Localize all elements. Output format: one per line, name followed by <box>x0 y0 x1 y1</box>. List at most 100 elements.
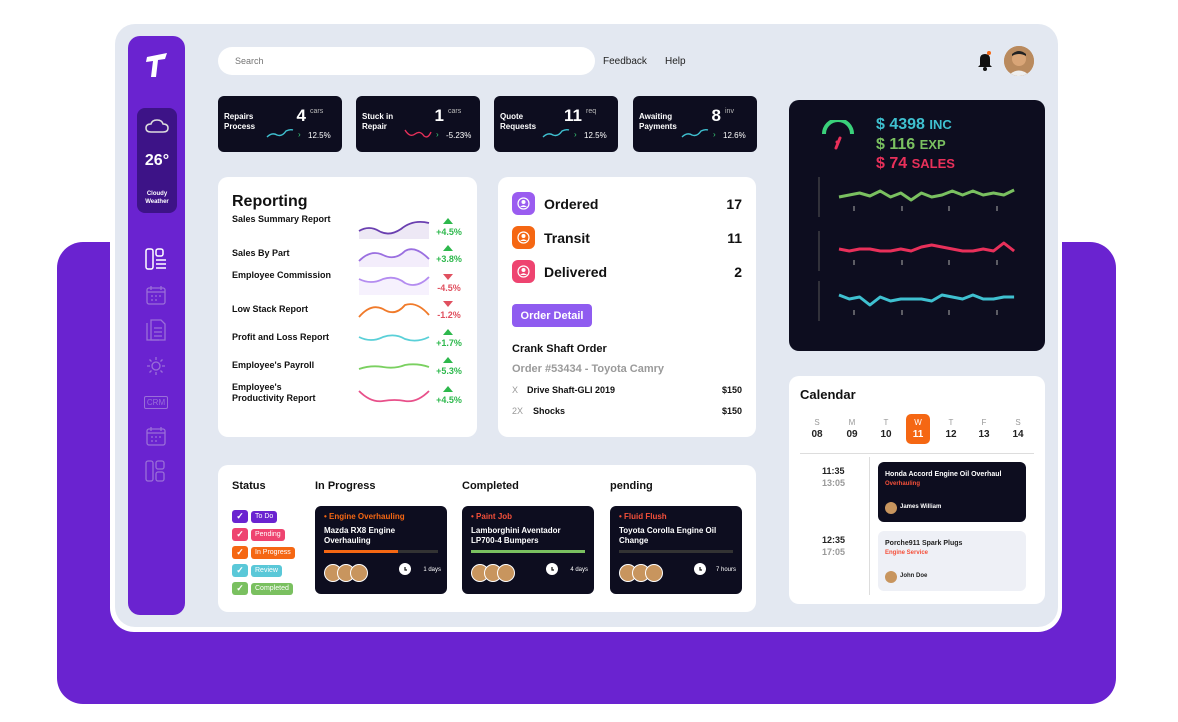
chevron-right-icon: › <box>574 130 577 139</box>
calendar-icon[interactable] <box>145 284 167 306</box>
task-tag-label: Engine Overhauling <box>329 512 405 521</box>
finance-card <box>789 100 1045 351</box>
stat-value: 8 <box>711 106 721 125</box>
report-sparkline <box>358 334 430 342</box>
event-person-name: John Doe <box>900 573 928 579</box>
report-item-label[interactable]: Employee's Productivity Report <box>232 382 316 403</box>
trend-down-icon <box>443 301 453 307</box>
weather-temperature: 26° <box>144 152 170 169</box>
crm-label: CRM <box>143 395 169 409</box>
event-person-avatar <box>885 571 897 583</box>
status-checkbox[interactable]: ✓ <box>232 528 248 541</box>
status-chip[interactable]: In Progress <box>251 547 295 559</box>
report-item-label[interactable]: Profit and Loss Report <box>232 332 330 342</box>
event-person-name: James William <box>900 504 942 510</box>
status-chip[interactable]: Pending <box>251 529 285 541</box>
calendar-day-letter: W <box>914 418 922 427</box>
calendar-day[interactable]: S 14 <box>1006 418 1030 440</box>
gauge-icon <box>822 120 854 150</box>
calendar-day[interactable]: T 10 <box>874 418 898 440</box>
event-person-avatar <box>885 502 897 514</box>
task-tag: • Fluid Flush <box>619 512 667 521</box>
calendar-event[interactable]: Porche911 Spark Plugs Engine Service John … <box>878 531 1026 591</box>
settings-icon[interactable] <box>145 355 167 377</box>
task-progress-bar <box>619 550 733 553</box>
report-sparkline <box>358 220 430 239</box>
report-item-label[interactable]: Employee's Payroll <box>232 360 315 370</box>
calendar-day-number: 10 <box>880 429 892 440</box>
task-card[interactable]: • Fluid Flush Toyota Corolla Engine Oil C… <box>610 506 742 594</box>
task-tag-dot: • <box>471 512 477 521</box>
status-checkbox[interactable]: ✓ <box>232 582 248 595</box>
calendar-event[interactable]: Honda Accord Engine Oil Overhaul Overhaul… <box>878 462 1026 522</box>
document-icon[interactable] <box>145 319 167 341</box>
status-chip[interactable]: Review <box>251 565 282 577</box>
calendar-day[interactable]: T 12 <box>939 418 963 440</box>
apps-icon[interactable] <box>145 460 167 482</box>
order-item-price: $150 <box>721 406 742 416</box>
expense-value: $ 116 EXP <box>876 136 946 154</box>
dashboard-icon[interactable] <box>145 248 167 270</box>
report-sparkline <box>358 390 430 403</box>
app-logo[interactable] <box>143 47 171 83</box>
clock-icon <box>399 563 411 575</box>
crm-icon[interactable]: CRM <box>143 391 169 413</box>
calendar-day-letter: M <box>848 418 856 427</box>
calendar-title: Calendar <box>800 387 856 402</box>
report-item-label[interactable]: Low Stack Report <box>232 304 309 314</box>
trend-sparkline <box>266 128 294 138</box>
report-sparkline <box>358 303 430 318</box>
status-checkbox[interactable]: ✓ <box>232 510 248 523</box>
calendar-day[interactable]: W 11 <box>906 414 930 444</box>
stat-value: 11 <box>564 106 582 125</box>
task-assignees <box>619 564 665 582</box>
status-chip[interactable]: To Do <box>251 511 278 523</box>
stat-label: Awaiting Payments <box>639 112 677 131</box>
user-avatar[interactable] <box>1004 46 1034 76</box>
order-detail-button[interactable]: Order Detail <box>512 304 592 327</box>
feedback-link[interactable]: Feedback <box>603 56 647 67</box>
stat-card[interactable]: Awaiting Payments 8 inv › 12.6% <box>633 96 757 152</box>
status-column-title: Completed <box>462 480 519 492</box>
calendar-day-letter: F <box>981 418 987 427</box>
stat-unit: inv <box>725 108 734 115</box>
report-sparkline <box>358 276 430 295</box>
report-item-label[interactable]: Sales Summary Report <box>232 214 331 224</box>
calendar-day[interactable]: F 13 <box>972 418 996 440</box>
calendar-day[interactable]: M 09 <box>840 418 864 440</box>
notification-bell-icon[interactable] <box>977 51 993 71</box>
calendar-day[interactable]: S 08 <box>805 418 829 440</box>
task-card[interactable]: • Paint Job Lamborghini Aventador LP700-4… <box>462 506 594 594</box>
schedule-icon[interactable] <box>145 425 167 447</box>
stat-percent: 12.5% <box>584 131 607 140</box>
task-assignees <box>471 564 517 582</box>
finance-sparkline <box>838 241 1016 253</box>
order-number: Order #53434 - Toyota Camry <box>512 363 665 375</box>
task-tag: • Paint Job <box>471 512 512 521</box>
search-input[interactable] <box>218 47 595 75</box>
report-sparkline <box>358 248 430 267</box>
event-end-time: 13:05 <box>822 478 846 488</box>
stat-card[interactable]: Repairs Process 4 cars › 12.5% <box>218 96 342 152</box>
trend-up-icon <box>443 245 453 251</box>
report-percent: +1.7% <box>436 338 462 348</box>
status-checkbox[interactable]: ✓ <box>232 546 248 559</box>
task-card[interactable]: • Engine Overhauling Mazda RX8 Engine Ove… <box>315 506 447 594</box>
task-tag-dot: • <box>619 512 625 521</box>
task-progress-fill <box>471 550 585 553</box>
task-name: Toyota Corolla Engine Oil Change <box>619 526 717 545</box>
report-percent: -4.5% <box>437 283 461 293</box>
status-chip[interactable]: Completed <box>251 583 293 595</box>
report-item-label[interactable]: Sales By Part <box>232 248 290 258</box>
order-item-qty: X <box>512 385 519 395</box>
help-link[interactable]: Help <box>665 56 686 67</box>
order-title: Crank Shaft Order <box>512 343 607 355</box>
stat-card[interactable]: Quote Requests 11 req › 12.5% <box>494 96 618 152</box>
status-checkbox[interactable]: ✓ <box>232 564 248 577</box>
stat-card[interactable]: Stuck in Repair 1 cars › -5.23% <box>356 96 480 152</box>
event-title: Porche911 Spark Plugs <box>885 540 963 547</box>
task-duration: 1 days <box>423 567 441 573</box>
report-item-label[interactable]: Employee Commission <box>232 270 332 280</box>
task-duration: 4 days <box>570 567 588 573</box>
order-status-icon <box>512 192 535 215</box>
